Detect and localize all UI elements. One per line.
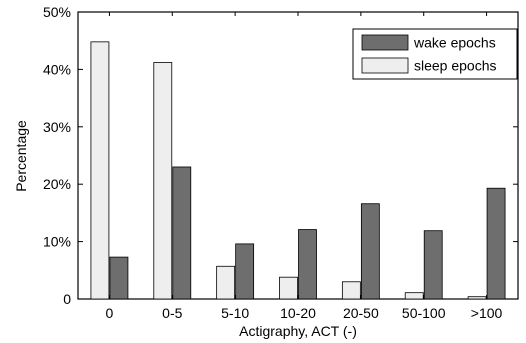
bar-sleep-epochs-2 xyxy=(216,265,236,300)
bar-wake-epochs-6 xyxy=(486,187,506,300)
y-tick-labels: 0 10% 20% 30% 40% 50% xyxy=(43,4,71,307)
x-tick-label: >100 xyxy=(471,305,503,321)
x-tick-marks xyxy=(108,12,488,299)
bar-wake-epochs-3 xyxy=(298,229,317,300)
bar-sleep-epochs-3 xyxy=(279,276,298,300)
bar-wake-epochs-4 xyxy=(360,203,380,300)
bar-sleep-epochs-4 xyxy=(341,281,361,300)
y-tick-label: 10% xyxy=(43,234,71,250)
x-tick-label: 50-100 xyxy=(402,305,446,321)
legend: wake epochs sleep epochs xyxy=(352,28,518,80)
x-tick-label: 5-10 xyxy=(221,305,249,321)
x-tick-label: 0-5 xyxy=(162,305,182,321)
bar-wake-epochs-2 xyxy=(235,243,255,300)
legend-label-sleep-epochs: sleep epochs xyxy=(414,58,497,74)
x-tick-label: 20-50 xyxy=(343,305,379,321)
y-tick-label: 30% xyxy=(43,119,71,135)
y-axis-title: Percentage xyxy=(13,120,29,192)
x-tick-labels: 0 0-5 5-10 10-20 20-50 50-100 >100 xyxy=(106,305,503,321)
x-tick-label: 10-20 xyxy=(280,305,316,321)
bar-sleep-epochs-1 xyxy=(153,62,173,300)
bar-sleep-epochs-5 xyxy=(404,292,424,300)
bars xyxy=(90,41,506,300)
y-tick-label: 20% xyxy=(43,176,71,192)
bar-wake-epochs-0 xyxy=(109,256,129,300)
legend-swatch-wake-epochs xyxy=(361,34,409,51)
x-axis-title: Actigraphy, ACT (-) xyxy=(239,323,357,339)
y-tick-label: 50% xyxy=(43,4,71,20)
y-tick-label: 40% xyxy=(43,61,71,77)
y-tick-label: 0 xyxy=(63,291,71,307)
bar-sleep-epochs-6 xyxy=(467,296,487,300)
x-tick-label: 0 xyxy=(106,305,114,321)
bar-sleep-epochs-0 xyxy=(90,41,110,300)
legend-swatch-sleep-epochs xyxy=(361,57,409,74)
bar-wake-epochs-1 xyxy=(172,166,192,300)
legend-label-wake-epochs: wake epochs xyxy=(413,35,496,51)
bar-wake-epochs-5 xyxy=(423,230,443,300)
